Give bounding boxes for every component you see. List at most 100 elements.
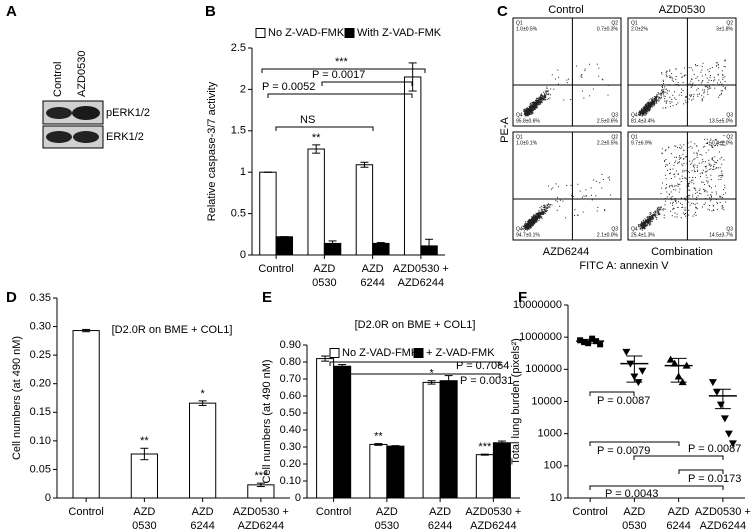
flow-event	[700, 188, 701, 189]
flow-event	[665, 89, 666, 90]
flow-event	[532, 110, 533, 111]
flow-event	[681, 92, 682, 93]
flow-event	[666, 89, 667, 90]
flow-event	[724, 66, 725, 67]
flow-event	[683, 159, 684, 160]
flow-event	[697, 192, 698, 193]
y-tick-label: 0.30	[280, 441, 301, 453]
flow-event	[650, 103, 651, 104]
flow-event	[652, 214, 653, 215]
flow-event	[665, 209, 666, 210]
flow-event	[552, 74, 553, 75]
flow-event	[711, 197, 712, 198]
flow-event	[707, 182, 708, 183]
legend-label: No Z-VAD-FMK	[268, 27, 345, 39]
flow-event	[723, 159, 724, 160]
flow-event	[690, 146, 691, 147]
flow-event	[675, 190, 676, 191]
flow-event	[604, 209, 605, 210]
y-tick-label: 0	[240, 249, 246, 261]
flow-event	[711, 165, 712, 166]
flow-event	[658, 211, 659, 212]
flow-event	[649, 104, 650, 105]
flow-event	[681, 181, 682, 182]
flow-event	[531, 111, 532, 112]
flow-event	[532, 221, 533, 222]
flow-event	[545, 96, 546, 97]
flow-event	[686, 156, 687, 157]
flow-event	[696, 197, 697, 198]
flow-event	[663, 96, 664, 97]
flow-event	[534, 101, 535, 102]
flow-event	[725, 81, 726, 82]
flow-event	[642, 223, 643, 224]
flow-event	[718, 67, 719, 68]
flow-event	[649, 108, 650, 109]
flow-event	[669, 69, 670, 70]
flow-event	[670, 106, 671, 107]
y-tick-label: 0.20	[30, 378, 51, 390]
quadrant-percent: 2.1±0.0%	[597, 232, 619, 238]
y-axis-label: Cell numbers (at 490 nM)	[11, 336, 23, 460]
flow-event	[535, 103, 536, 104]
flow-event	[661, 97, 662, 98]
flow-event	[664, 160, 665, 161]
flow-event	[589, 95, 590, 96]
flow-event	[661, 95, 662, 96]
flow-event	[530, 107, 531, 108]
flow-event	[668, 147, 669, 148]
flow-event	[535, 219, 536, 220]
flow-event	[674, 97, 675, 98]
flow-event	[701, 70, 702, 71]
flow-event	[723, 189, 724, 190]
flow-event	[711, 210, 712, 211]
flow-event	[704, 89, 705, 90]
bar	[308, 149, 324, 255]
flow-event	[667, 196, 668, 197]
flow-event	[592, 199, 593, 200]
y-tick-label: 0.10	[280, 475, 301, 487]
flow-event	[677, 163, 678, 164]
flow-event	[647, 107, 648, 108]
annotation: ***	[335, 56, 349, 68]
flow-event	[580, 191, 581, 192]
flow-event	[706, 175, 707, 176]
flow-event	[681, 207, 682, 208]
flow-event	[716, 65, 717, 66]
flow-event	[541, 97, 542, 98]
flow-event	[534, 109, 535, 110]
flow-event	[725, 89, 726, 90]
flow-event	[667, 93, 668, 94]
flow-event	[712, 158, 713, 159]
flow-event	[542, 207, 543, 208]
flow-event	[644, 223, 645, 224]
flow-event	[528, 109, 529, 110]
flow-event	[539, 207, 540, 208]
flow-event	[672, 95, 673, 96]
flow-event	[685, 209, 686, 210]
flow-event	[684, 214, 685, 215]
flow-event	[558, 186, 559, 187]
flow-event	[648, 220, 649, 221]
flow-event	[675, 99, 676, 100]
flow-event	[646, 107, 647, 108]
flow-event	[722, 206, 723, 207]
flow-event	[649, 223, 650, 224]
flow-event	[688, 202, 689, 203]
flow-event	[537, 214, 538, 215]
flow-event	[541, 100, 542, 101]
y-tick-label: 10000	[531, 395, 562, 407]
flow-event	[651, 99, 652, 100]
flow-event	[662, 153, 663, 154]
flow-event	[642, 229, 643, 230]
flow-event	[714, 156, 715, 157]
flow-event	[664, 98, 665, 99]
flow-event	[705, 190, 706, 191]
significance-mark: **	[140, 435, 149, 447]
flow-event	[716, 162, 717, 163]
flow-event	[533, 106, 534, 107]
flow-event	[700, 173, 701, 174]
flow-event	[666, 102, 667, 103]
flow-event	[712, 147, 713, 148]
